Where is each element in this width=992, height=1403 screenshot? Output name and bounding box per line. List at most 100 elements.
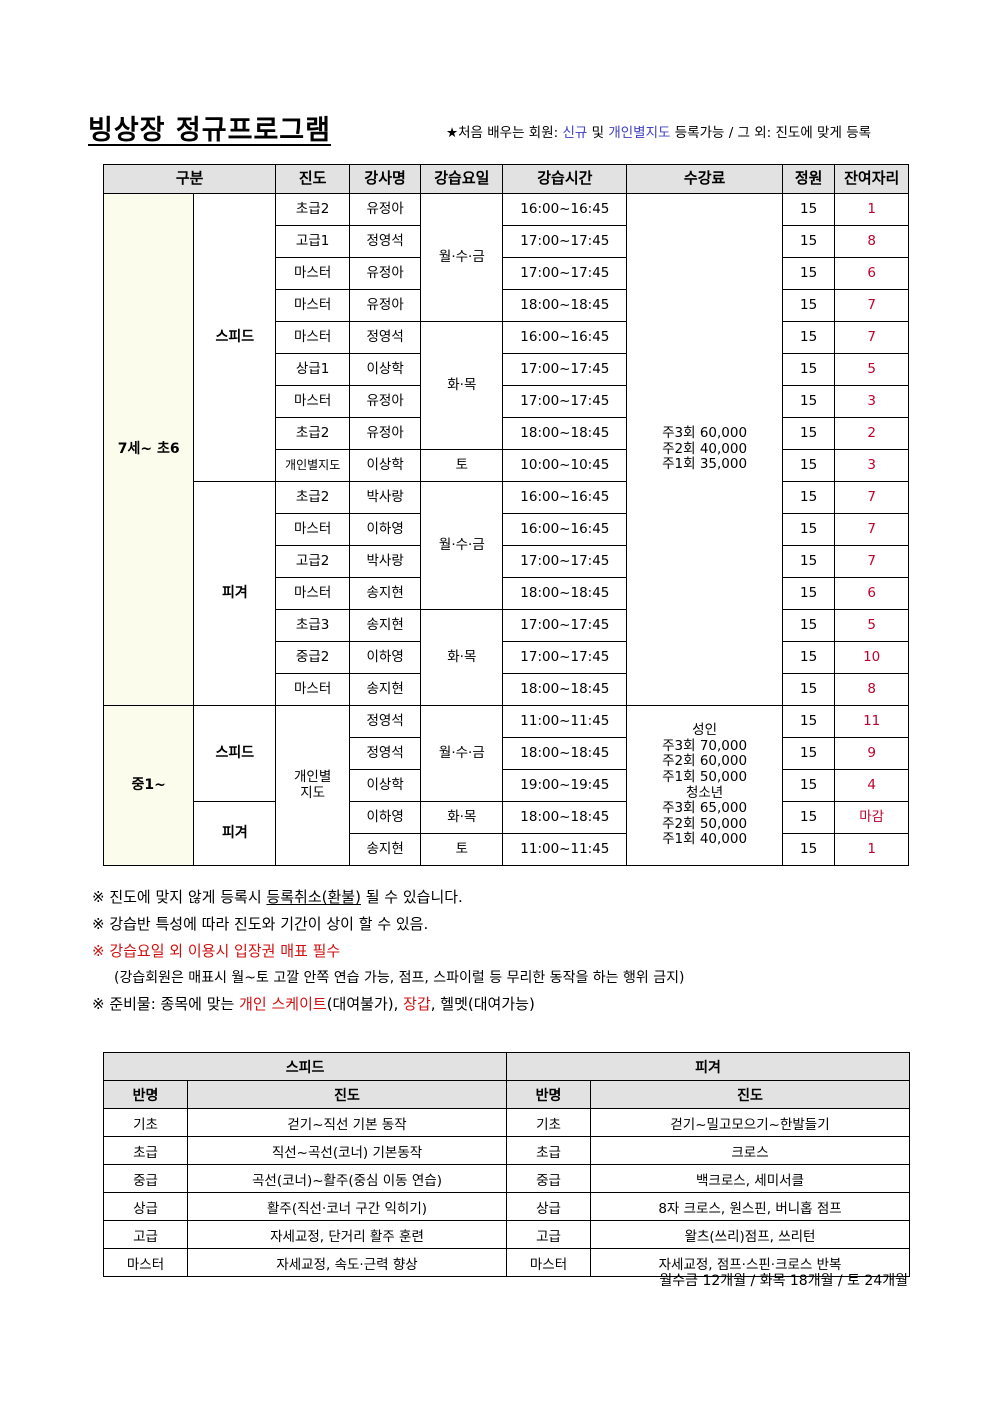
teacher-cell: 이하영 bbox=[348, 801, 422, 834]
level-cell: 중급2 bbox=[275, 641, 350, 674]
remaining-seats-cell: 마감 bbox=[834, 801, 909, 834]
level-cell: 초급2 bbox=[275, 481, 350, 514]
capacity-cell: 15 bbox=[781, 353, 836, 386]
teacher-cell: 유정아 bbox=[348, 289, 422, 322]
curriculum-header-speed: 스피드 bbox=[102, 1052, 508, 1081]
speed-class-cell: 중급 bbox=[103, 1164, 188, 1193]
level-cell: 초급2 bbox=[275, 193, 350, 226]
teacher-cell: 송지현 bbox=[348, 673, 422, 706]
table-row: 마스터 송지현 18:00~18:45 15 6 bbox=[104, 577, 909, 610]
level-cell: 마스터 bbox=[275, 321, 350, 354]
days-cell: 월·수·금 bbox=[420, 193, 504, 322]
speed-class-cell: 고급 bbox=[103, 1220, 188, 1249]
remaining-seats-cell: 3 bbox=[834, 449, 909, 482]
days-cell: 월·수·금 bbox=[420, 705, 504, 802]
speed-progress-cell: 활주(직선·코너 구간 익히기) bbox=[186, 1192, 508, 1221]
curriculum-header-speed-classname: 반명 bbox=[103, 1080, 188, 1109]
capacity-cell: 15 bbox=[781, 257, 836, 290]
time-cell: 18:00~18:45 bbox=[502, 737, 628, 770]
remaining-seats-cell: 1 bbox=[834, 833, 909, 866]
teacher-cell: 이상학 bbox=[348, 769, 422, 802]
level-cell: 마스터 bbox=[275, 577, 350, 610]
discipline-cell: 스피드 bbox=[193, 705, 277, 802]
remaining-seats-cell: 7 bbox=[834, 481, 909, 514]
curriculum-header-figure-progress: 진도 bbox=[590, 1080, 911, 1109]
remaining-seats-cell: 6 bbox=[834, 577, 909, 610]
curriculum-row: 초급 직선~곡선(코너) 기본동작 초급 크로스 bbox=[103, 1136, 911, 1165]
figure-progress-cell: 걷기~밀고모으기~한발들기 bbox=[590, 1108, 911, 1137]
teacher-cell: 유정아 bbox=[348, 257, 422, 290]
days-cell: 토 bbox=[420, 833, 504, 866]
capacity-cell: 15 bbox=[781, 609, 836, 642]
note-line: ※ 진도에 맞지 않게 등록시 등록취소(환불) 될 수 있습니다. bbox=[92, 888, 463, 906]
level-cell: 고급2 bbox=[275, 545, 350, 578]
remaining-seats-cell: 8 bbox=[834, 673, 909, 706]
remaining-seats-cell: 1 bbox=[834, 193, 909, 226]
note-suffix: 등록가능 / 그 외: 진도에 맞게 등록 bbox=[670, 125, 872, 141]
age-group-cell: 7세~ 초6 bbox=[102, 193, 195, 706]
time-cell: 18:00~18:45 bbox=[502, 417, 628, 450]
note-highlight-private: 개인별지도 bbox=[608, 125, 671, 141]
header-fee: 수강료 bbox=[626, 164, 783, 194]
level-cell: 마스터 bbox=[275, 513, 350, 546]
time-cell: 17:00~17:45 bbox=[502, 385, 628, 418]
time-cell: 18:00~18:45 bbox=[502, 673, 628, 706]
discipline-cell: 피겨 bbox=[193, 801, 277, 866]
remaining-seats-cell: 7 bbox=[834, 321, 909, 354]
figure-class-cell: 마스터 bbox=[506, 1248, 592, 1277]
remaining-seats-cell: 7 bbox=[834, 513, 909, 546]
time-cell: 16:00~16:45 bbox=[502, 321, 628, 354]
time-cell: 18:00~18:45 bbox=[502, 577, 628, 610]
teacher-cell: 이하영 bbox=[348, 641, 422, 674]
page-title: 빙상장 정규프로그램 bbox=[88, 115, 331, 146]
curriculum-header-speed-progress: 진도 bbox=[186, 1080, 508, 1109]
table-row: 중1~ 스피드 개인별 지도 정영석 월·수·금 11:00~11:45 성인 주3회 70,0… bbox=[102, 705, 909, 866]
remaining-seats-cell: 5 bbox=[834, 353, 909, 386]
age-group-cell: 중1~ bbox=[102, 705, 195, 866]
table-row: 고급2 박사랑 17:00~17:45 15 7 bbox=[104, 545, 909, 578]
speed-progress-cell: 걷기~직선 기본 동작 bbox=[186, 1108, 508, 1137]
teacher-cell: 송지현 bbox=[348, 833, 422, 866]
figure-progress-cell: 자세교정, 점프·스핀·크로스 반복 bbox=[590, 1248, 911, 1277]
time-cell: 16:00~16:45 bbox=[502, 481, 628, 514]
header-level: 진도 bbox=[275, 164, 350, 194]
level-cell: 마스터 bbox=[275, 385, 350, 418]
table-row: 고급1 정영석 17:00~17:45 15 8 bbox=[104, 225, 909, 258]
level-cell: 상급1 bbox=[275, 353, 350, 386]
capacity-cell: 15 bbox=[781, 673, 836, 706]
time-cell: 18:00~18:45 bbox=[502, 801, 628, 834]
note-line: ※ 강습요일 외 이용시 입장권 매표 필수 bbox=[92, 942, 341, 960]
remaining-seats-cell: 7 bbox=[834, 289, 909, 322]
remaining-seats-cell: 3 bbox=[834, 385, 909, 418]
discipline-cell: 피겨 bbox=[193, 481, 277, 706]
teacher-cell: 이하영 bbox=[348, 513, 422, 546]
title-row: 빙상장 정규프로그램 ★처음 배우는 회원: 신규 및 개인별지도 등록가능 /… bbox=[88, 108, 912, 150]
time-cell: 17:00~17:45 bbox=[502, 353, 628, 386]
level-cell: 마스터 bbox=[275, 289, 350, 322]
level-cell: 초급2 bbox=[275, 417, 350, 450]
curriculum-header-figure-classname: 반명 bbox=[506, 1080, 592, 1109]
capacity-cell: 15 bbox=[781, 737, 836, 770]
figure-class-cell: 초급 bbox=[506, 1136, 592, 1165]
speed-class-cell: 기초 bbox=[103, 1108, 188, 1137]
level-cell: 마스터 bbox=[275, 257, 350, 290]
table-row: 마스터 유정아 17:00~17:45 15 3 bbox=[104, 385, 909, 418]
teacher-cell: 정영석 bbox=[348, 225, 422, 258]
teacher-cell: 유정아 bbox=[348, 417, 422, 450]
note-underlined-text: 등록취소(환불) bbox=[266, 888, 361, 906]
registration-note: ★처음 배우는 회원: 신규 및 개인별지도 등록가능 / 그 외: 진도에 맞… bbox=[446, 121, 871, 141]
teacher-cell: 이상학 bbox=[348, 449, 422, 482]
speed-class-cell: 상급 bbox=[103, 1192, 188, 1221]
time-cell: 17:00~17:45 bbox=[502, 257, 628, 290]
table-row: 정영석 18:00~18:45 15 9 bbox=[104, 737, 909, 770]
curriculum-header-figure: 피겨 bbox=[506, 1052, 911, 1081]
figure-class-cell: 상급 bbox=[506, 1192, 592, 1221]
time-cell: 17:00~17:45 bbox=[502, 609, 628, 642]
curriculum-row: 기초 걷기~직선 기본 동작 기초 걷기~밀고모으기~한발들기 bbox=[103, 1108, 911, 1137]
curriculum-row: 중급 곡선(코너)~활주(중심 이동 연습) 중급 백크로스, 세미서클 bbox=[103, 1164, 911, 1193]
level-cell: 고급1 bbox=[275, 225, 350, 258]
remaining-seats-cell: 8 bbox=[834, 225, 909, 258]
table-row: 마스터 정영석 화·목 16:00~16:45 15 7 bbox=[104, 321, 909, 450]
curriculum-discipline-row: 스피드 피겨 bbox=[102, 1052, 911, 1081]
capacity-cell: 15 bbox=[781, 321, 836, 354]
